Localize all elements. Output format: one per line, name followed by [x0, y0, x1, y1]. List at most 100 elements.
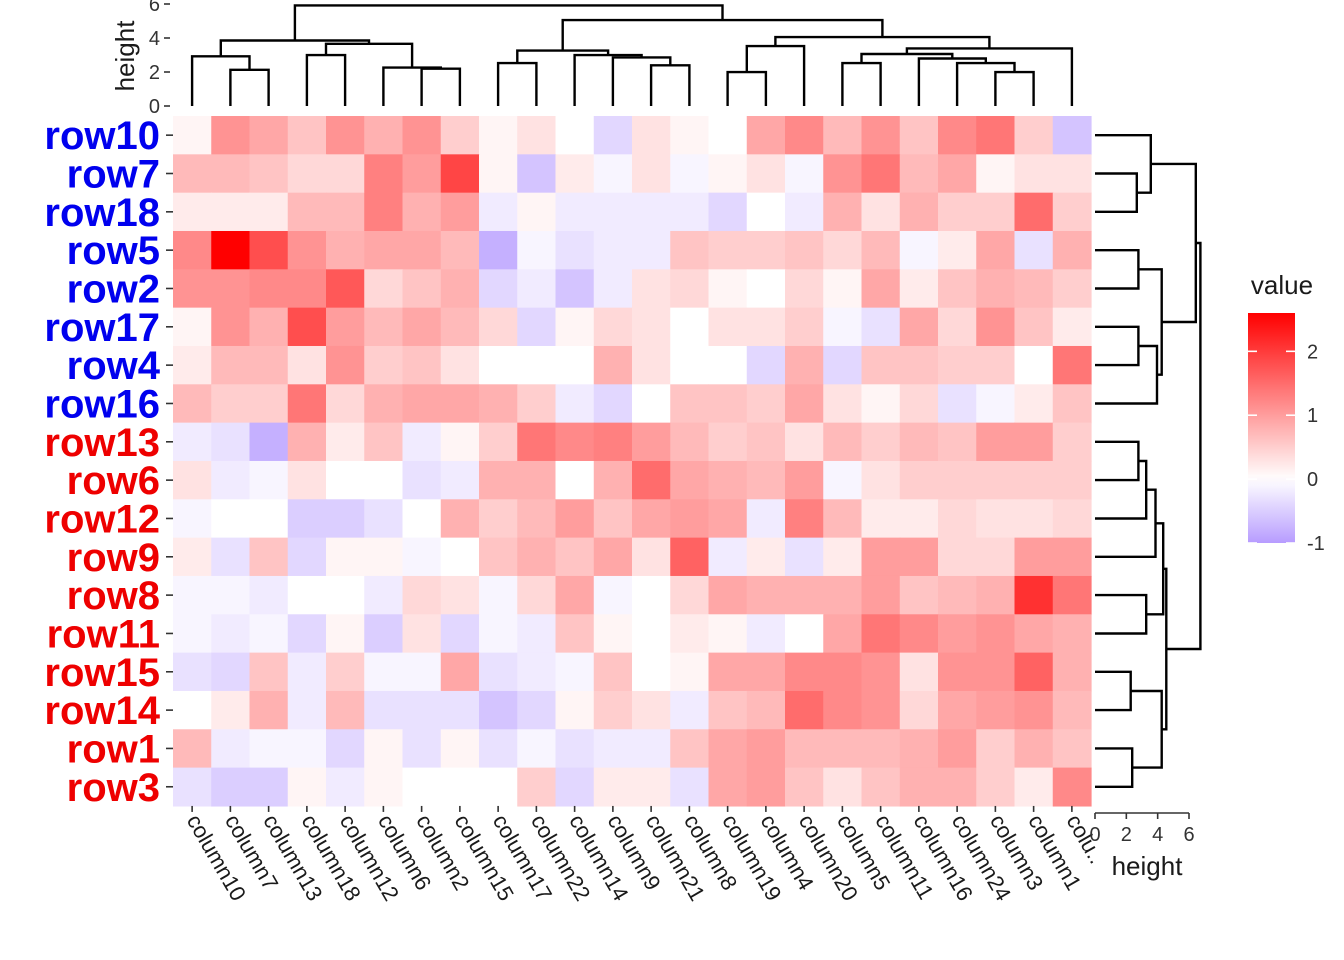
heatmap-cell-row2-column3	[976, 269, 1016, 309]
heatmap-cell-row11-column13	[249, 614, 289, 654]
heatmap-cell-row18-column17	[479, 192, 518, 232]
heatmap-cell-row12-column17	[479, 499, 518, 539]
heatmap-cell-row4-column12	[326, 345, 365, 385]
column-dendrogram-branch	[496, 61, 538, 106]
heatmap-cell-row7-column2	[402, 154, 442, 194]
heatmap-cell-row18-column13	[249, 192, 289, 232]
heatmap-cell-row11-column7	[211, 614, 251, 654]
column-dendrogram-branch	[905, 47, 1074, 106]
heatmap-cell-row15-column4	[746, 652, 786, 692]
heatmap-cell-row11-column2	[402, 614, 442, 654]
heatmap-cell-row18-colu..	[1052, 192, 1092, 232]
heatmap-cell-row16-colu..	[1052, 384, 1092, 424]
heatmap-cell-row6-column2	[402, 460, 442, 500]
heatmap-cell-row8-column6	[364, 575, 404, 615]
heatmap-cell-row14-column8	[670, 690, 710, 730]
heatmap-cell-row2-column21	[632, 269, 671, 309]
heatmap-cell-row6-column11	[861, 460, 901, 500]
row-dendrogram-axis-tick-label: 2	[1121, 824, 1132, 846]
heatmap-cell-row17-column5	[823, 307, 863, 347]
heatmap-cell-row16-column6	[364, 384, 404, 424]
heatmap-cell-row18-column4	[746, 192, 786, 232]
heatmap-cell-row18-column3	[976, 192, 1016, 232]
row-label-row5: row5	[67, 229, 160, 273]
heatmap-cell-row3-column19	[708, 767, 748, 807]
column-dendrogram-axis-tick-label: 0	[149, 96, 160, 118]
heatmap-cell-row10-column17	[479, 116, 518, 155]
heatmap-cell-row1-column18	[287, 729, 327, 769]
heatmap-cell-row12-column6	[364, 499, 404, 539]
heatmap-cell-row9-column4	[746, 537, 786, 577]
row-label-row9: row9	[67, 536, 160, 580]
heatmap-cell-row14-column13	[249, 690, 289, 730]
heatmap-cell-row3-column11	[861, 767, 901, 807]
heatmap-cell-row8-column24	[938, 575, 977, 615]
heatmap-cell-row4-column10	[173, 345, 212, 385]
heatmap-cell-row9-column5	[823, 537, 863, 577]
heatmap-cell-row2-column16	[899, 269, 939, 309]
heatmap-cell-row16-column22	[517, 384, 557, 424]
heatmap-cell-row8-column4	[746, 575, 786, 615]
heatmap-cell-row18-column24	[938, 192, 977, 232]
heatmap-cell-row1-column20	[785, 729, 824, 769]
heatmap-cell-row10-column20	[785, 116, 824, 155]
heatmap-cell-row7-column24	[938, 154, 977, 194]
heatmap-cell-row3-colu..	[1052, 767, 1092, 807]
heatmap-cell-row11-column20	[785, 614, 824, 654]
column-dendrogram-axis-title: height	[110, 20, 140, 92]
heatmap-cell-row2-column17	[479, 269, 518, 309]
legend-tick-label: -1	[1307, 533, 1325, 555]
column-dendrogram-branch	[726, 70, 768, 106]
heatmap-cell-row14-column6	[364, 690, 404, 730]
heatmap-cell-row1-column19	[708, 729, 748, 769]
heatmap-cell-row11-column12	[326, 614, 365, 654]
heatmap-cell-row9-column18	[287, 537, 327, 577]
heatmap-cell-row9-column20	[785, 537, 824, 577]
heatmap-cell-row6-column9	[593, 460, 633, 500]
column-dendrogram-branch	[774, 35, 991, 49]
heatmap-cell-row8-column19	[708, 575, 748, 615]
heatmap-cell-row15-column14	[555, 652, 595, 692]
column-dendrogram-axis-tick-label: 6	[149, 0, 160, 16]
heatmap-cell-row12-column7	[211, 499, 251, 539]
heatmap-cell-row1-column17	[479, 729, 518, 769]
heatmap-cell-row4-column18	[287, 345, 327, 385]
heatmap-cell-row13-column18	[287, 422, 327, 462]
heatmap-cell-row13-column24	[938, 422, 977, 462]
heatmap-cell-row4-column7	[211, 345, 251, 385]
heatmap-cell-row2-column12	[326, 269, 365, 309]
row-dendrogram-branch	[1095, 747, 1134, 788]
heatmap-cell-row7-column17	[479, 154, 518, 194]
heatmap-cell-row17-column22	[517, 307, 557, 347]
heatmap-cell-row13-column8	[670, 422, 710, 462]
heatmap-cell-row7-column9	[593, 154, 633, 194]
heatmap-cell-row11-column6	[364, 614, 404, 654]
heatmap-cell-row1-column7	[211, 729, 251, 769]
heatmap-cell-row4-column3	[976, 345, 1016, 385]
heatmap-cell-row15-column19	[708, 652, 748, 692]
heatmap-cell-row14-column12	[326, 690, 365, 730]
heatmap-cell-row9-column15	[440, 537, 480, 577]
heatmap-cell-row12-column21	[632, 499, 671, 539]
row-label-row2: row2	[67, 267, 160, 311]
heatmap-cell-row17-column8	[670, 307, 710, 347]
heatmap-cell-row8-column11	[861, 575, 901, 615]
heatmap-cell-row5-column4	[746, 230, 786, 270]
heatmap-cell-row11-colu..	[1052, 614, 1092, 654]
heatmap-cell-row5-column21	[632, 230, 671, 270]
heatmap-cell-row10-column2	[402, 116, 442, 155]
heatmap-cell-row12-column18	[287, 499, 327, 539]
row-dendrogram-branch	[1095, 440, 1140, 482]
row-dendrogram-branch	[1166, 241, 1202, 651]
heatmap-cell-row17-column7	[211, 307, 251, 347]
heatmap-cell-row11-column16	[899, 614, 939, 654]
heatmap-cell-row13-column6	[364, 422, 404, 462]
heatmap-cell-row15-column1	[1014, 652, 1054, 692]
heatmap-cell-row6-column19	[708, 460, 748, 500]
heatmap-cell-row5-column20	[785, 230, 824, 270]
heatmap-cell-row1-column6	[364, 729, 404, 769]
heatmap-cell-row16-column19	[708, 384, 748, 424]
heatmap-cell-row12-column11	[861, 499, 901, 539]
heatmap-cell-row8-column22	[517, 575, 557, 615]
